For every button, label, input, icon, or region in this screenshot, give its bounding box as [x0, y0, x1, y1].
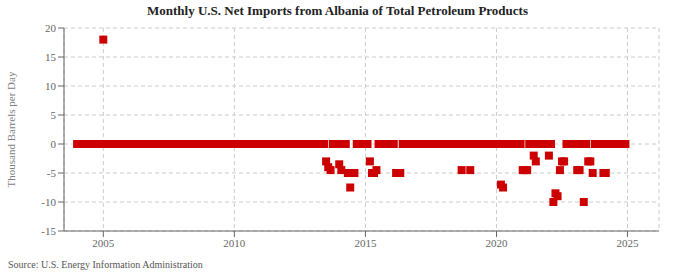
svg-text:20: 20 [45, 22, 57, 34]
svg-text:0: 0 [51, 138, 57, 150]
svg-text:2020: 2020 [485, 237, 508, 249]
svg-text:-5: -5 [47, 167, 57, 179]
svg-text:5: 5 [51, 109, 57, 121]
svg-text:2025: 2025 [617, 237, 640, 249]
svg-text:-15: -15 [41, 225, 56, 237]
svg-text:15: 15 [45, 51, 57, 63]
html-text:Source: U.S. Energy Informatio: Source: U.S. Energy Information Administ… [8, 259, 203, 270]
html-text:Monthly U.S. Net Imports from: Monthly U.S. Net Imports from Albania of… [147, 3, 528, 18]
svg-text:10: 10 [45, 80, 57, 92]
svg-text:2015: 2015 [354, 237, 377, 249]
svg-text:2010: 2010 [223, 237, 246, 249]
svg-text:2005: 2005 [92, 237, 115, 249]
svg-text:Thousand Barrels per Day: Thousand Barrels per Day [8, 71, 17, 187]
svg-text:-10: -10 [41, 196, 56, 208]
